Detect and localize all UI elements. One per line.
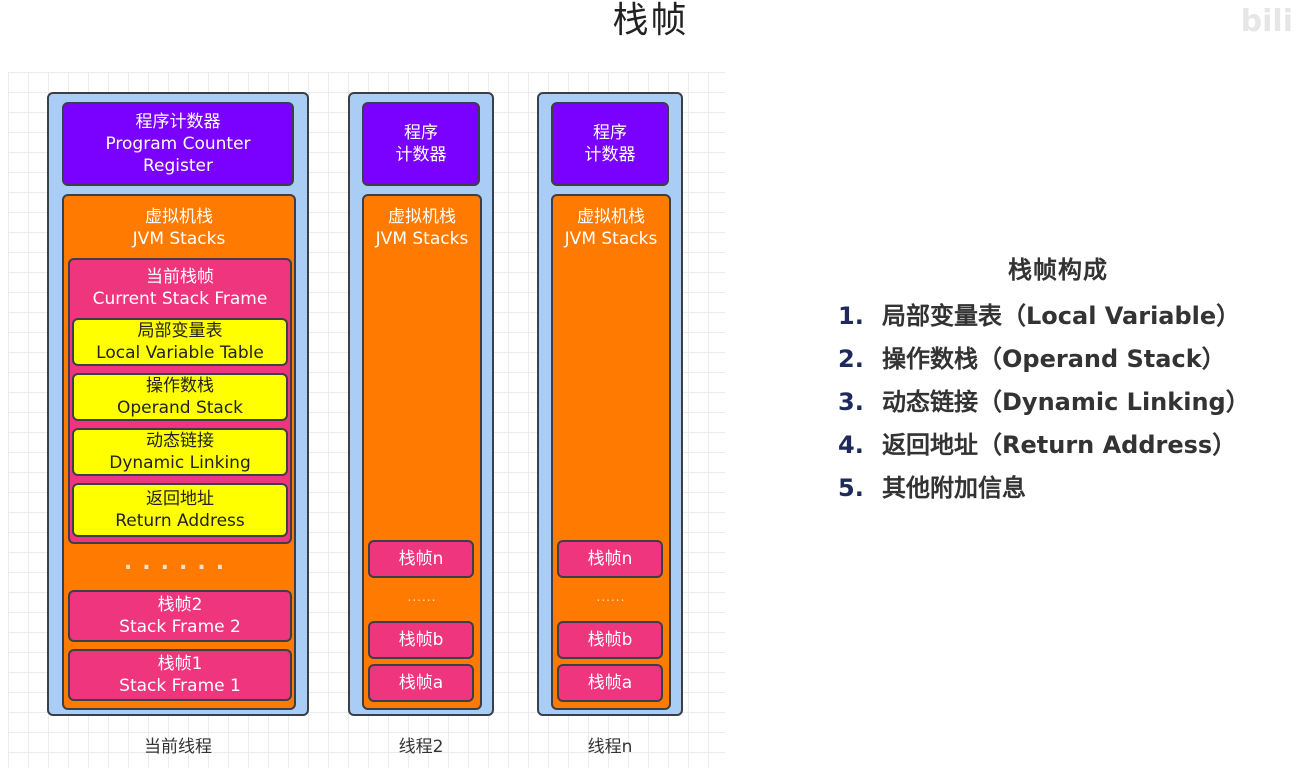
stack-frame-composition-list: 栈帧构成 1. 局部变量表（Local Variable） 2. 操作数栈（Oper…: [838, 250, 1278, 510]
return-label-cn: 返回地址: [146, 489, 214, 509]
dynamic-label-en: Dynamic Linking: [109, 453, 251, 473]
jvm-label-en: JVM Stacks: [564, 229, 658, 249]
thread-caption-current: 当前线程: [144, 737, 212, 757]
frames-ellipsis: ......: [407, 590, 437, 604]
stack-frame-b: 栈帧b: [557, 621, 663, 659]
operand-stack-box: 操作数栈 Operand Stack: [72, 373, 288, 421]
jvm-label-en: JVM Stacks: [375, 229, 469, 249]
thread-caption-2: 线程2: [398, 737, 444, 757]
legend-item-dynamic-linking: 3. 动态链接（Dynamic Linking）: [838, 381, 1278, 424]
thread-n: 程序 计数器 虚拟机栈 JVM Stacks 栈帧n ...... 栈帧b 栈帧…: [537, 92, 683, 716]
legend-item-text: 返回地址（Return Address）: [882, 431, 1237, 459]
frame1-label-cn: 栈帧1: [157, 654, 203, 674]
legend-item-number: 3.: [838, 388, 864, 416]
pc-label-cn: 程序计数器: [135, 112, 221, 132]
return-label-en: Return Address: [115, 511, 245, 531]
dynamic-label-cn: 动态链接: [146, 431, 214, 451]
legend-item-return-address: 4. 返回地址（Return Address）: [838, 424, 1278, 467]
legend-item-number: 1.: [838, 302, 864, 330]
thread-2: 程序 计数器 虚拟机栈 JVM Stacks 栈帧n ...... 栈帧b 栈帧…: [348, 92, 494, 716]
legend-item-text: 局部变量表（Local Variable）: [882, 302, 1241, 330]
legend-item-text: 其他附加信息: [882, 474, 1026, 502]
stack-frame-2: 栈帧2 Stack Frame 2: [68, 590, 292, 642]
stack-frame-n: 栈帧n: [368, 540, 474, 578]
operand-label-cn: 操作数栈: [146, 376, 214, 396]
dynamic-linking-box: 动态链接 Dynamic Linking: [72, 428, 288, 476]
current-frame-label-en: Current Stack Frame: [92, 289, 268, 309]
operand-label-en: Operand Stack: [116, 398, 244, 418]
legend-item-number: 5.: [838, 474, 864, 502]
pc-label-line-1: 程序: [404, 123, 438, 143]
pc-label-en-2: Register: [143, 156, 213, 176]
frame2-label-cn: 栈帧2: [157, 595, 203, 615]
legend-item-operand-stack: 2. 操作数栈（Operand Stack）: [838, 338, 1278, 381]
lvt-label-cn: 局部变量表: [137, 321, 223, 341]
jvm-label-cn: 虚拟机栈: [145, 207, 213, 227]
pc-label-line-1: 程序: [593, 123, 627, 143]
frame1-label-en: Stack Frame 1: [119, 676, 241, 696]
legend-item-text: 动态链接（Dynamic Linking）: [882, 388, 1250, 416]
thread-caption-n: 线程n: [587, 737, 633, 757]
legend-item-number: 4.: [838, 431, 864, 459]
stack-frame-b: 栈帧b: [368, 621, 474, 659]
legend-item-local-variable: 1. 局部变量表（Local Variable）: [838, 295, 1278, 338]
frames-ellipsis: ......: [123, 550, 235, 575]
watermark-logo: bili: [1240, 4, 1293, 39]
program-counter-box: 程序计数器 Program Counter Register: [62, 102, 294, 186]
program-counter-box: 程序 计数器: [551, 102, 669, 186]
program-counter-box: 程序 计数器: [362, 102, 480, 186]
current-frame-label-cn: 当前栈帧: [146, 267, 214, 287]
frame2-label-en: Stack Frame 2: [119, 617, 241, 637]
jvm-label-en: JVM Stacks: [132, 229, 226, 249]
stack-frame-n: 栈帧n: [557, 540, 663, 578]
legend-item-text: 操作数栈（Operand Stack）: [882, 345, 1226, 373]
lvt-label-en: Local Variable Table: [96, 343, 264, 363]
legend-item-number: 2.: [838, 345, 864, 373]
local-variable-table-box: 局部变量表 Local Variable Table: [72, 318, 288, 366]
pc-label-line-2: 计数器: [584, 145, 636, 165]
pc-label-en-1: Program Counter: [105, 134, 251, 154]
stack-frame-a: 栈帧a: [557, 664, 663, 702]
return-address-box: 返回地址 Return Address: [72, 483, 288, 537]
legend-title: 栈帧构成: [1008, 256, 1108, 284]
frames-ellipsis: ......: [596, 590, 626, 604]
slide-title: 栈帧: [612, 0, 689, 41]
pc-label-line-2: 计数器: [395, 145, 447, 165]
thread-current: 程序计数器 Program Counter Register 虚拟机栈 JVM …: [47, 92, 309, 716]
stack-frame-1: 栈帧1 Stack Frame 1: [68, 649, 292, 701]
jvm-label-cn: 虚拟机栈: [577, 207, 645, 227]
stack-frame-a: 栈帧a: [368, 664, 474, 702]
jvm-label-cn: 虚拟机栈: [388, 207, 456, 227]
legend-item-other-info: 5. 其他附加信息: [838, 467, 1278, 510]
